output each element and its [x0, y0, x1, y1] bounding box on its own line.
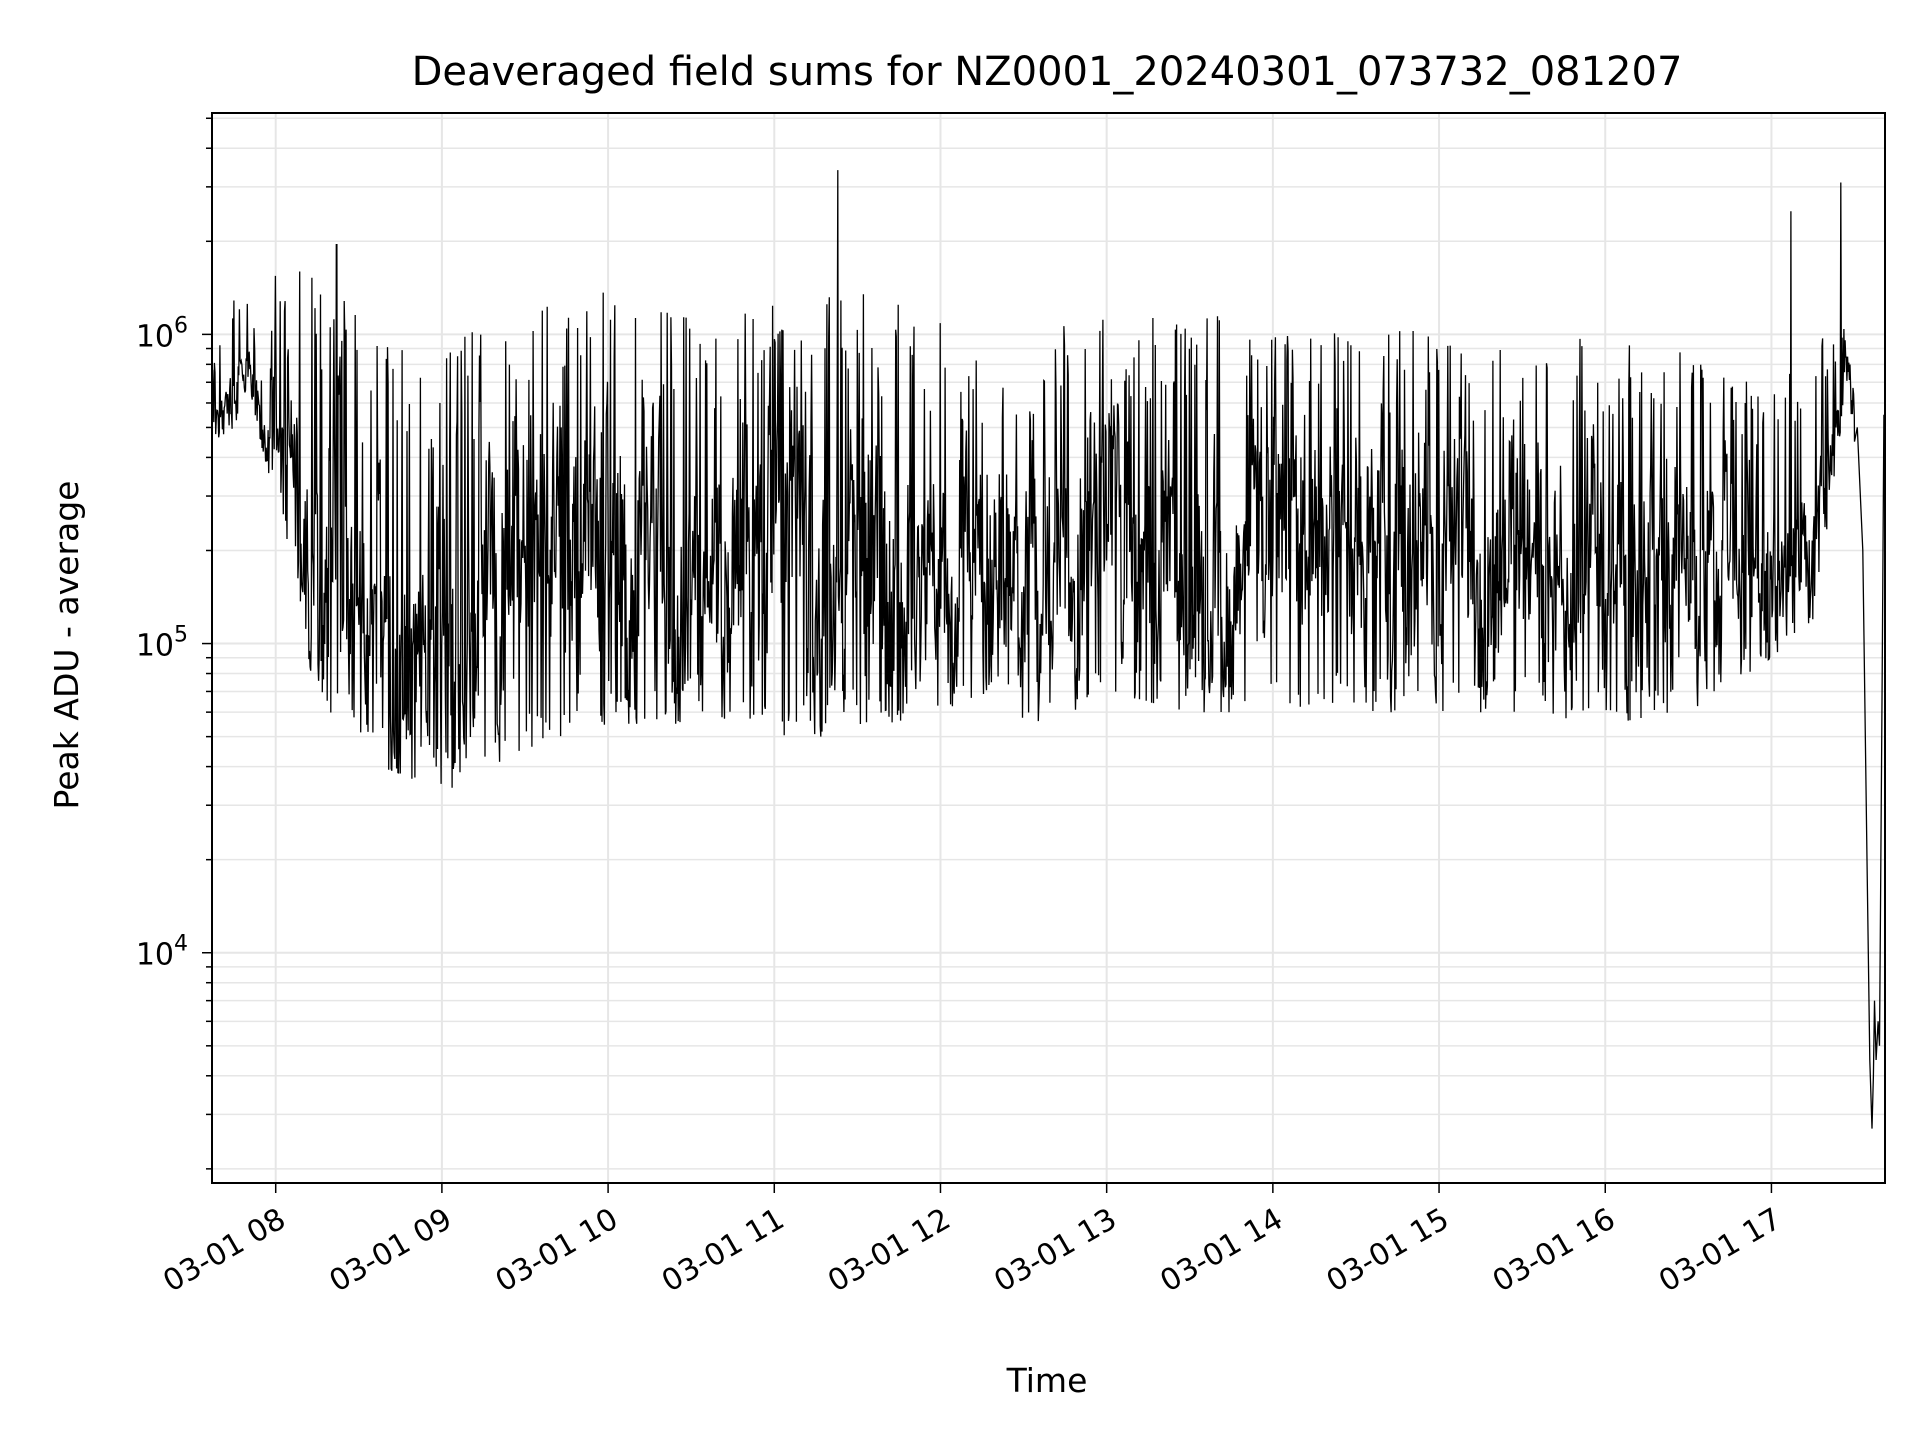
x-axis-label: Time — [1006, 1361, 1088, 1400]
y-tick-base: 10 — [136, 938, 174, 973]
y-tick-label: 105 — [136, 623, 188, 664]
y-tick-base: 10 — [136, 319, 174, 354]
y-tick-base: 10 — [136, 629, 174, 664]
y-tick-exponent: 6 — [174, 313, 188, 338]
y-tick-exponent: 4 — [174, 932, 188, 957]
plot-area — [211, 170, 1885, 1129]
y-tick-label: 106 — [136, 313, 188, 354]
y-axis-label: Peak ADU - average — [47, 481, 86, 810]
plot-frame — [211, 112, 1886, 1184]
chart-title: Deaveraged field sums for NZ0001_2024030… — [412, 49, 1683, 95]
y-tick-label: 104 — [136, 932, 188, 973]
y-tick-exponent: 5 — [174, 623, 188, 648]
series-line — [211, 170, 1885, 1129]
